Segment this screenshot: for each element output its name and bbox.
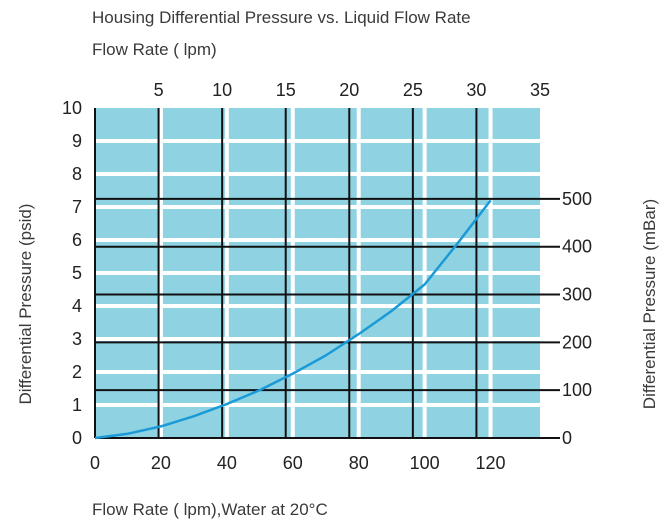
x-tick-label-0: 0 <box>90 453 100 473</box>
x-tick-label-60: 60 <box>283 453 303 473</box>
y-tick-label-5: 5 <box>72 263 82 283</box>
x2-tick-label-15: 15 <box>276 80 296 100</box>
x-tick-label-80: 80 <box>349 453 369 473</box>
x2-tick-label-35: 35 <box>530 80 550 100</box>
y-tick-label-2: 2 <box>72 362 82 382</box>
y-tick-label-9: 9 <box>72 131 82 151</box>
y2-tick-label-300: 300 <box>562 285 592 305</box>
y2-tick-label-500: 500 <box>562 189 592 209</box>
y2-tick-label-100: 100 <box>562 380 592 400</box>
y-tick-label-6: 6 <box>72 230 82 250</box>
x2-tick-label-30: 30 <box>466 80 486 100</box>
top-axis-title: Flow Rate ( lpm) <box>92 40 217 59</box>
x2-tick-label-25: 25 <box>403 80 423 100</box>
chart-title: Housing Differential Pressure vs. Liquid… <box>92 8 471 27</box>
y2-tick-label-400: 400 <box>562 237 592 257</box>
y2-tick-label-0: 0 <box>562 428 572 448</box>
x-tick-label-100: 100 <box>410 453 440 473</box>
bottom-axis-title: Flow Rate ( lpm),Water at 20°C <box>92 500 328 519</box>
y-tick-label-8: 8 <box>72 164 82 184</box>
x-tick-label-40: 40 <box>217 453 237 473</box>
y-tick-label-0: 0 <box>72 428 82 448</box>
x2-tick-label-10: 10 <box>212 80 232 100</box>
y-tick-label-7: 7 <box>72 197 82 217</box>
y-tick-label-3: 3 <box>72 329 82 349</box>
x-tick-label-20: 20 <box>151 453 171 473</box>
x-tick-label-120: 120 <box>476 453 506 473</box>
y-tick-label-10: 10 <box>62 98 82 118</box>
pressure-curve <box>94 199 492 440</box>
x2-tick-label-5: 5 <box>154 80 164 100</box>
y-tick-label-1: 1 <box>72 395 82 415</box>
y2-tick-label-200: 200 <box>562 332 592 352</box>
x2-tick-label-20: 20 <box>339 80 359 100</box>
y-tick-label-4: 4 <box>72 296 82 316</box>
